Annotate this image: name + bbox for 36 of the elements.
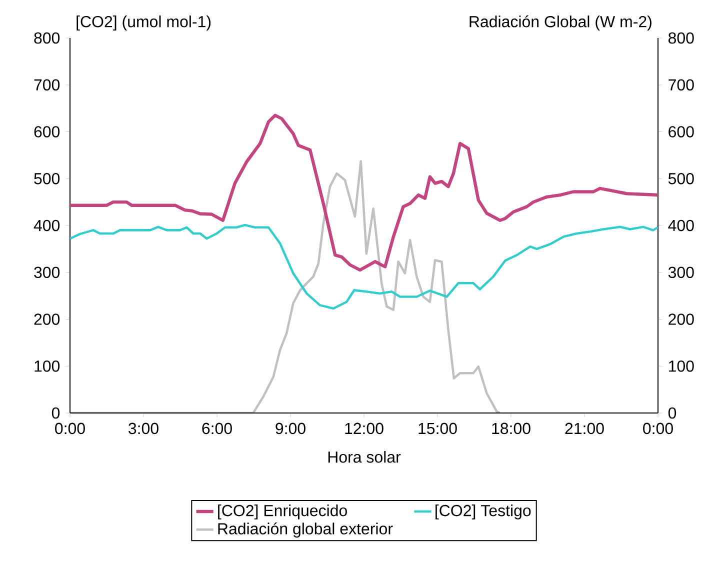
x-tick-label: 18:00 [492,422,530,434]
x-tick-label: 9:00 [276,422,306,434]
y-tick-label: 700 [34,79,60,91]
y-tick-label: 400 [34,220,60,232]
y2-tick-label: 300 [668,266,694,278]
y-tick-label: 600 [34,126,60,138]
x-tick-label: 6:00 [202,422,232,434]
y2-tick-label: 600 [668,126,694,138]
y-tick-label: 200 [34,314,60,325]
legend-label: [CO2] Enriquecido [218,504,347,520]
y2-tick-label: 800 [668,32,694,44]
y-tick-label: 0 [52,407,60,419]
y-tick-label: 100 [34,360,60,372]
y-tick-label: 300 [34,266,60,278]
y2-axis-title: Radiación Global (W m-2) [470,15,652,30]
y-tick-label: 500 [34,172,60,184]
y-axis-title: [CO2] (umol mol-1) [76,16,211,30]
x-tick-label: 0:00 [55,422,85,434]
y2-tick-label: 200 [668,314,694,325]
legend-label: Radiación global exterior [218,522,393,538]
y-tick-label: 800 [34,32,60,44]
y2-tick-label: 100 [669,360,694,372]
y2-tick-label: 500 [668,172,694,184]
legend-label: [CO2] Testigo [436,504,531,520]
x-tick-label: 3:00 [128,422,158,434]
line-series [70,224,658,310]
y2-tick-label: 400 [668,220,694,232]
y2-tick-label: 0 [668,407,676,419]
line-series [70,114,658,272]
x-tick-label: 0:00 [643,422,673,434]
line-series [70,160,502,413]
x-tick-label: 21:00 [565,422,604,434]
x-tick-label: 12:00 [345,422,384,434]
x-axis-title: Hora solar [328,451,401,463]
x-tick-label: 15:00 [418,422,457,434]
y2-tick-label: 700 [668,79,694,91]
